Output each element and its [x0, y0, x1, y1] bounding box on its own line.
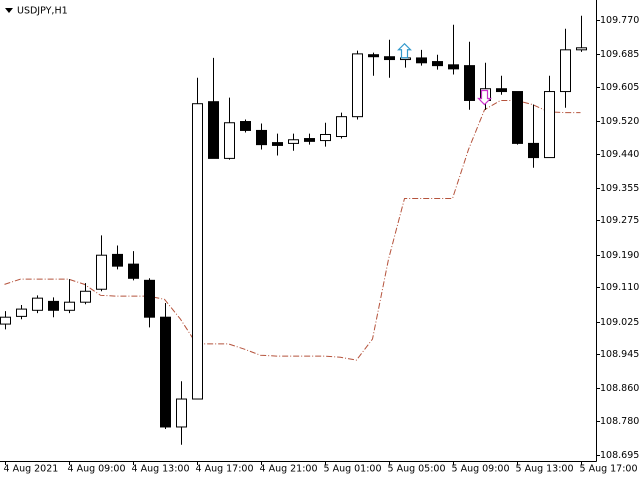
candle-body	[448, 64, 459, 70]
signal-arrow	[477, 89, 492, 106]
x-tick-label: 5 Aug 09:00	[452, 464, 510, 475]
x-tick-label: 5 Aug 13:00	[516, 464, 574, 475]
candle-body	[240, 121, 251, 131]
x-tick-label: 4 Aug 2021	[4, 464, 59, 475]
x-tick-label: 5 Aug 01:00	[324, 464, 382, 475]
candle-body	[224, 122, 235, 159]
candle-body	[32, 297, 43, 311]
indicator-line	[4, 99, 581, 361]
candle-body	[512, 91, 523, 144]
signal-arrow	[397, 42, 412, 59]
candle-body	[48, 300, 59, 311]
candle-body	[272, 142, 283, 146]
candle-body	[560, 49, 571, 93]
y-tick-label: 109.605	[600, 82, 639, 93]
candle-body	[336, 116, 347, 138]
candle-body	[496, 88, 507, 93]
chart-title: USDJPY,H1	[17, 6, 68, 17]
x-tick-label: 5 Aug 05:00	[388, 464, 446, 475]
y-tick-label: 109.110	[600, 282, 639, 293]
y-tick-label: 109.520	[600, 116, 639, 127]
candle-body	[0, 316, 11, 325]
candle-body	[576, 47, 587, 51]
y-tick-label: 109.685	[600, 49, 639, 60]
candle-body	[16, 308, 27, 317]
candle-body	[384, 56, 395, 61]
y-tick-label: 109.275	[600, 215, 639, 226]
candle-body	[528, 142, 539, 159]
title-menu-icon	[5, 8, 13, 13]
y-tick-label: 109.190	[600, 250, 639, 261]
x-tick-label: 4 Aug 17:00	[196, 464, 254, 475]
candle-body	[64, 301, 75, 311]
y-tick-label: 109.355	[600, 183, 639, 194]
candle-body	[368, 54, 379, 58]
x-tick-label: 4 Aug 09:00	[68, 464, 126, 475]
candle-body	[288, 139, 299, 144]
candle-body	[320, 133, 331, 142]
candle-body	[432, 61, 443, 67]
candle-body	[176, 398, 187, 428]
candle-body	[128, 263, 139, 279]
x-tick-label: 4 Aug 13:00	[132, 464, 190, 475]
x-tick-label: 4 Aug 21:00	[260, 464, 318, 475]
candle-body	[192, 103, 203, 400]
candle-body	[352, 53, 363, 118]
candle-body	[208, 101, 219, 159]
candle-body	[256, 129, 267, 146]
y-tick-label: 108.860	[600, 383, 639, 394]
y-tick-label: 108.695	[600, 450, 639, 461]
y-tick-label: 108.945	[600, 349, 639, 360]
candle-body	[160, 316, 171, 428]
y-tick-label: 109.025	[600, 317, 639, 328]
candle-body	[96, 254, 107, 290]
y-tick-label: 109.440	[600, 149, 639, 160]
candle-body	[144, 279, 155, 318]
y-tick-label: 108.780	[600, 416, 639, 427]
candle-body	[544, 91, 555, 159]
y-tick-label: 109.770	[600, 15, 639, 26]
candle-body	[80, 290, 91, 303]
candle-body	[304, 138, 315, 142]
x-tick-label: 5 Aug 17:00	[580, 464, 638, 475]
candle-body	[464, 65, 475, 101]
candle-body	[416, 57, 427, 64]
candle-body	[112, 253, 123, 267]
